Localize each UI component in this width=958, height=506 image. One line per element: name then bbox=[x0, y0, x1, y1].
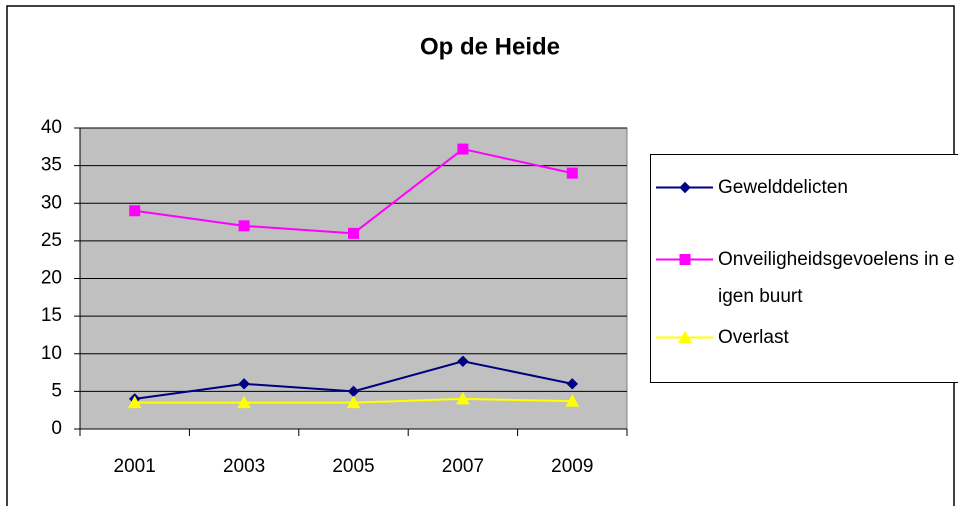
y-tick-label: 30 bbox=[41, 192, 62, 213]
legend-marker bbox=[679, 181, 691, 194]
y-tick-label: 25 bbox=[41, 230, 62, 251]
data-point bbox=[457, 143, 469, 155]
y-tick-label: 15 bbox=[41, 305, 62, 326]
x-tick-label: 2001 bbox=[114, 456, 156, 477]
legend-label: Onveiligheidsgevoelens in eigen buurt bbox=[718, 249, 955, 307]
chart-title: Op de Heide bbox=[420, 33, 560, 60]
legend-label: Overlast bbox=[718, 327, 789, 348]
data-point bbox=[566, 167, 578, 179]
data-point bbox=[348, 227, 359, 239]
legend-swatch bbox=[656, 181, 713, 194]
data-point bbox=[237, 395, 251, 409]
data-point bbox=[238, 220, 250, 232]
legend-marker bbox=[678, 330, 692, 343]
y-tick-label: 10 bbox=[41, 343, 62, 364]
y-tick-label: 40 bbox=[41, 117, 62, 138]
data-point bbox=[346, 395, 361, 409]
data-point bbox=[565, 394, 580, 407]
data-point bbox=[456, 391, 470, 405]
x-tick-label: 2009 bbox=[551, 456, 593, 477]
legend-swatch bbox=[656, 254, 713, 265]
y-tick-label: 20 bbox=[41, 268, 62, 289]
y-tick-label: 35 bbox=[41, 155, 62, 176]
y-tick-label: 0 bbox=[51, 418, 62, 439]
data-point bbox=[457, 355, 469, 367]
data-point bbox=[566, 378, 579, 390]
legend: Geweld­delicten Onveiligheidsgevoelens in… bbox=[650, 154, 958, 383]
x-tick-label: 2003 bbox=[223, 456, 265, 477]
y-tick-label: 5 bbox=[51, 380, 62, 401]
data-point bbox=[127, 395, 142, 409]
x-tick-label: 2005 bbox=[332, 456, 374, 477]
legend-marker bbox=[679, 254, 691, 265]
legend-swatch bbox=[656, 330, 713, 343]
data-point bbox=[129, 205, 141, 217]
legend-label: Geweld­delicten bbox=[718, 177, 848, 198]
x-tick-label: 2007 bbox=[442, 456, 484, 477]
data-point bbox=[238, 378, 250, 390]
